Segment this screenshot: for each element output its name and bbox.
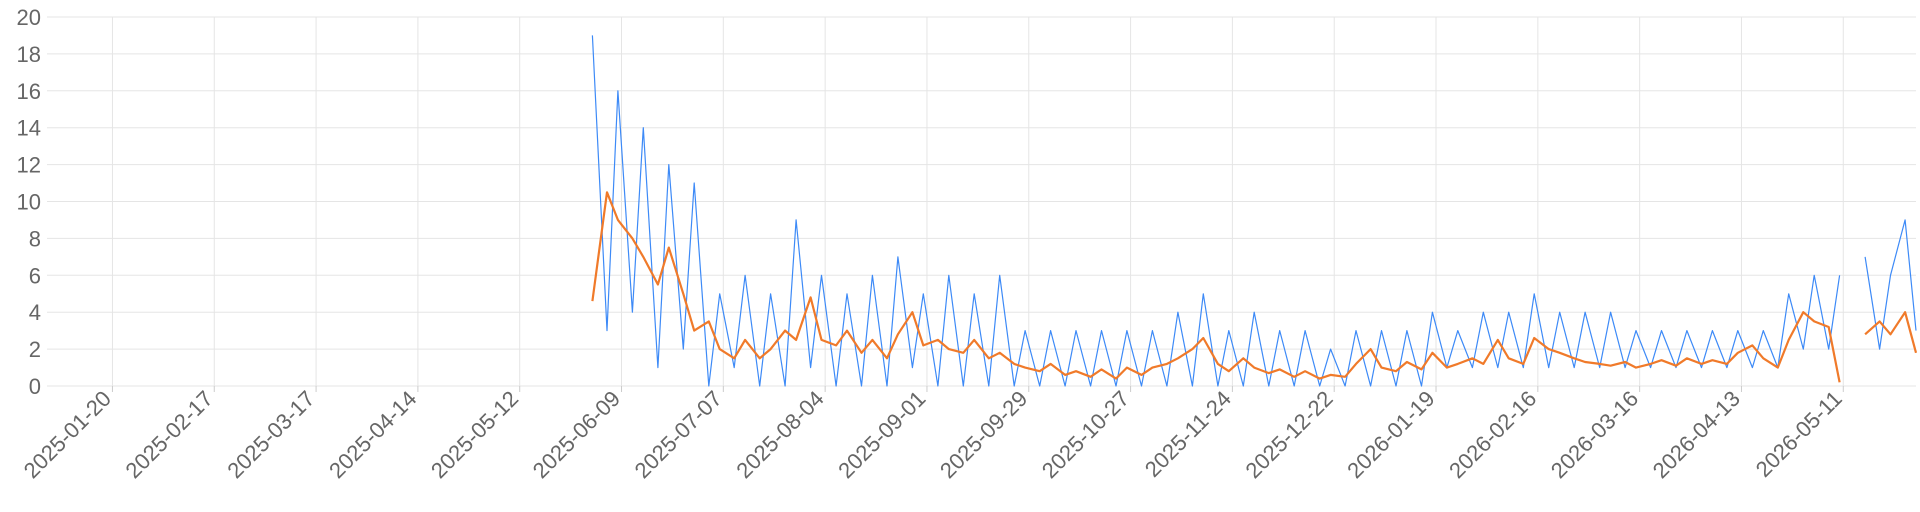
x-tick-label: 2025-09-29 bbox=[935, 386, 1032, 483]
x-tick-label: 2025-12-22 bbox=[1240, 386, 1337, 483]
x-tick-label: 2025-11-24 bbox=[1140, 386, 1236, 482]
x-tick-label: 2025-01-20 bbox=[19, 386, 116, 483]
y-tick-label: 10 bbox=[17, 190, 41, 215]
x-tick-label: 2025-03-17 bbox=[222, 386, 319, 483]
x-tick-label: 2025-02-17 bbox=[121, 386, 218, 483]
x-tick-label: 2025-05-12 bbox=[426, 386, 523, 483]
data-line bbox=[591, 35, 1917, 387]
x-tick-label: 2026-02-16 bbox=[1444, 386, 1541, 483]
y-tick-label: 16 bbox=[17, 79, 41, 104]
x-tick-label: 2025-08-04 bbox=[731, 386, 828, 483]
x-tick-label: 2025-07-07 bbox=[630, 386, 727, 483]
x-tick-label: 2026-01-19 bbox=[1342, 386, 1439, 483]
y-tick-label: 20 bbox=[17, 5, 41, 30]
y-tick-label: 18 bbox=[17, 42, 41, 67]
y-tick-label: 2 bbox=[29, 337, 41, 362]
y-tick-label: 12 bbox=[17, 153, 41, 178]
x-tick-label: 2026-03-16 bbox=[1546, 386, 1643, 483]
y-tick-label: 4 bbox=[29, 300, 41, 325]
x-tick-label: 2025-09-01 bbox=[833, 386, 930, 483]
x-tick-label: 2025-04-14 bbox=[324, 386, 421, 483]
x-tick-label: 2025-10-27 bbox=[1037, 386, 1134, 483]
x-tick-label: 2025-06-09 bbox=[528, 386, 625, 483]
y-tick-label: 8 bbox=[29, 226, 41, 251]
y-tick-label: 6 bbox=[29, 263, 41, 288]
y-tick-label: 0 bbox=[29, 374, 41, 399]
x-tick-label: 2026-05-11 bbox=[1751, 386, 1847, 482]
x-tick-label: 2026-04-13 bbox=[1648, 386, 1745, 483]
data-line bbox=[591, 191, 1918, 383]
y-tick-label: 14 bbox=[17, 116, 41, 141]
